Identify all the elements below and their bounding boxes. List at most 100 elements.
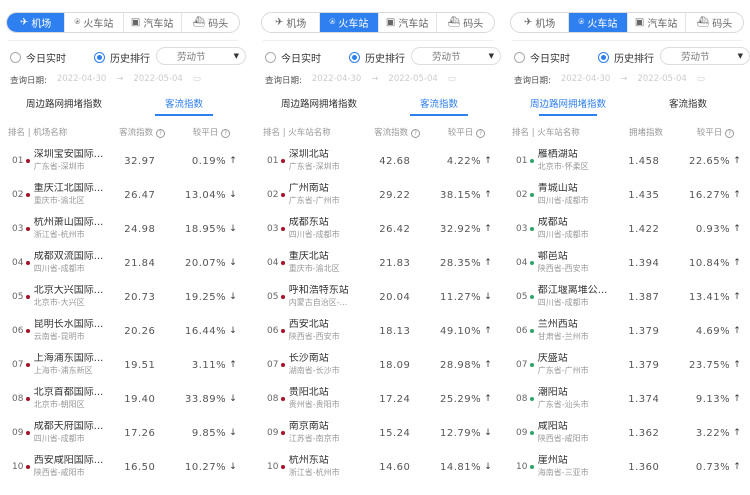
tab-train[interactable]: ⍟ 火车站 — [65, 13, 124, 32]
radio-history[interactable] — [94, 52, 105, 63]
rank: 08 — [267, 394, 279, 404]
table-row[interactable]: 02 青城山站 四川省-成都市 1.435 16.27% ↑ — [508, 178, 744, 212]
radio-history-label: 历史排行 — [614, 54, 654, 65]
table-row[interactable]: 04 重庆北站 重庆市-渝北区 21.83 28.35% ↑ — [259, 246, 495, 280]
station-name: 呼和浩特东站 — [288, 285, 349, 296]
table-row[interactable]: 07 长沙南站 湖南省-长沙市 18.09 28.98% ↑ — [259, 348, 495, 382]
table-row[interactable]: 07 上海浦东国际... 上海市-浦东新区 19.51 3.11% ↑ — [4, 348, 240, 382]
change-percent: 22.65% — [689, 155, 731, 167]
holiday-select[interactable]: 劳动节 ▼ — [156, 47, 246, 65]
index-value: 15.24 — [379, 427, 411, 439]
tab-bus[interactable]: ▣ 汽车站 — [628, 13, 686, 32]
rank: 01 — [12, 156, 24, 166]
help-icon: ? — [476, 129, 485, 138]
index-value: 26.42 — [379, 223, 411, 235]
radio-today[interactable] — [514, 52, 525, 63]
arrow-up-icon: ↑ — [484, 156, 492, 166]
tab-label: 机场 — [31, 19, 52, 30]
table-row[interactable]: 10 杭州东站 浙江省-杭州市 14.60 14.81% ↓ — [259, 450, 495, 484]
change-percent: 28.98% — [440, 359, 482, 371]
table-row[interactable]: 01 深圳北站 广东省-深圳市 42.68 4.22% ↑ — [259, 144, 495, 178]
holiday-select[interactable]: 劳动节 ▼ — [411, 47, 501, 65]
date-range[interactable]: 查询日期: 2022-04-30 → 2022-05-04 ▭ — [265, 74, 495, 86]
table-row[interactable]: 08 贵阳北站 贵州省-贵阳市 17.24 25.29% ↑ — [259, 382, 495, 416]
table-row[interactable]: 06 昆明长水国际... 云南省-昆明市 20.26 16.44% ↓ — [4, 314, 240, 348]
table-row[interactable]: 09 南京南站 江苏省-南京市 15.24 12.79% ↓ — [259, 416, 495, 450]
tab-ship[interactable]: ⛴ 码头 — [686, 13, 743, 32]
table-row[interactable]: 07 庆盛站 广东省-广州市 1.379 23.75% ↑ — [508, 348, 744, 382]
dot-icon — [529, 397, 534, 401]
station-name: 南京南站 — [288, 421, 329, 432]
subtab-flow[interactable]: 客流指数 — [668, 99, 707, 110]
radio-history[interactable] — [349, 52, 360, 63]
subtab-congestion[interactable]: 周边路网拥堵指数 — [508, 96, 628, 116]
tab-plane[interactable]: ✈ 机场 — [262, 13, 321, 32]
rank: 04 — [12, 258, 24, 268]
table-row[interactable]: 01 雁栖湖站 北京市-怀柔区 1.458 22.65% ↑ — [508, 144, 744, 178]
subtab-flow[interactable]: 客流指数 — [124, 96, 244, 116]
change-percent: 12.79% — [440, 427, 482, 439]
calendar-icon: ▭ — [447, 74, 456, 84]
table-row[interactable]: 02 重庆江北国际... 重庆市-渝北区 26.47 13.04% ↓ — [4, 178, 240, 212]
date-arrow: → — [116, 74, 124, 84]
table-row[interactable]: 10 西安咸阳国际... 陕西省-咸阳市 16.50 10.27% ↓ — [4, 450, 240, 484]
table-row[interactable]: 10 崖州站 海南省-三亚市 1.360 0.73% ↑ — [508, 450, 744, 484]
table-row[interactable]: 01 深圳宝安国际... 广东省-深圳市 32.97 0.19% ↑ — [4, 144, 240, 178]
date-range[interactable]: 查询日期: 2022-04-30 → 2022-05-04 ▭ — [514, 74, 744, 86]
tab-ship[interactable]: ⛴ 码头 — [437, 13, 494, 32]
tab-bus[interactable]: ▣ 汽车站 — [124, 13, 182, 32]
dot-icon — [25, 465, 30, 469]
divider — [8, 40, 238, 41]
tab-plane[interactable]: ✈ 机场 — [511, 13, 570, 32]
tab-train[interactable]: ⍟ 火车站 — [569, 13, 628, 32]
radio-history[interactable] — [598, 52, 609, 63]
table-row[interactable]: 02 广州南站 广东省-广州市 29.22 38.15% ↑ — [259, 178, 495, 212]
radio-today[interactable] — [265, 52, 276, 63]
table-row[interactable]: 04 成都双流国际... 四川省-成都市 21.84 20.07% ↓ — [4, 246, 240, 280]
tab-ship[interactable]: ⛴ 码头 — [182, 13, 239, 32]
radio-today[interactable] — [10, 52, 21, 63]
table-row[interactable]: 03 成都东站 四川省-成都市 26.42 32.92% ↑ — [259, 212, 495, 246]
date-label: 查询日期: — [265, 76, 302, 86]
arrow-up-icon: ↑ — [733, 394, 741, 404]
holiday-value: 劳动节 — [681, 52, 710, 63]
station-name: 咸阳站 — [537, 421, 568, 432]
table-row[interactable]: 09 成都天府国际... 四川省-成都市 17.26 9.85% ↓ — [4, 416, 240, 450]
table-row[interactable]: 06 兰州西站 甘肃省-兰州市 1.379 4.69% ↑ — [508, 314, 744, 348]
table-row[interactable]: 05 都江堰离堆公... 四川省-成都市 1.387 13.41% ↑ — [508, 280, 744, 314]
station-location: 陕西省-西安市 — [288, 332, 340, 341]
date-arrow: → — [620, 74, 628, 84]
tab-train[interactable]: ⍟ 火车站 — [320, 13, 379, 32]
table-row[interactable]: 03 杭州萧山国际... 浙江省-杭州市 24.98 18.95% ↓ — [4, 212, 240, 246]
radio-today-label: 今日实时 — [26, 54, 66, 65]
table-row[interactable]: 04 鄠邑站 陕西省-西安市 1.394 10.84% ↑ — [508, 246, 744, 280]
rank: 01 — [516, 156, 528, 166]
subtab-congestion[interactable]: 周边路网拥堵指数 — [25, 99, 102, 110]
change-percent: 49.10% — [440, 325, 482, 337]
radio-history-label: 历史排行 — [110, 54, 150, 65]
tab-plane[interactable]: ✈ 机场 — [7, 13, 66, 32]
table-row[interactable]: 03 成都站 四川省-成都市 1.422 0.93% ↑ — [508, 212, 744, 246]
index-value: 18.13 — [379, 325, 411, 337]
holiday-select[interactable]: 劳动节 ▼ — [660, 47, 750, 65]
tab-bus[interactable]: ▣ 汽车站 — [379, 13, 437, 32]
subtab-congestion[interactable]: 周边路网拥堵指数 — [280, 99, 357, 110]
dot-icon — [529, 431, 534, 435]
ship-icon: ⛴ — [696, 17, 710, 28]
index-value: 29.22 — [379, 189, 411, 201]
table-row[interactable]: 05 北京大兴国际... 北京市-大兴区 20.73 19.25% ↓ — [4, 280, 240, 314]
subtab-flow[interactable]: 客流指数 — [379, 96, 499, 116]
arrow-down-icon: ↓ — [229, 258, 237, 268]
ranking-table: 01 深圳北站 广东省-深圳市 42.68 4.22% ↑ 02 广州南站 广东省-广州市 29.… — [259, 144, 495, 484]
arrow-up-icon: ↑ — [484, 258, 492, 268]
station-location: 北京市-朝阳区 — [33, 400, 85, 409]
date-range[interactable]: 查询日期: 2022-04-30 → 2022-05-04 ▭ — [10, 74, 240, 86]
arrow-up-icon: ↑ — [733, 326, 741, 336]
table-row[interactable]: 05 呼和浩特东站 内蒙古自治区-... 20.04 11.27% ↓ — [259, 280, 495, 314]
index-value: 16.50 — [124, 461, 156, 473]
index-value: 24.98 — [124, 223, 156, 235]
table-row[interactable]: 09 咸阳站 陕西省-咸阳市 1.362 3.22% ↑ — [508, 416, 744, 450]
table-row[interactable]: 06 西安北站 陕西省-西安市 18.13 49.10% ↑ — [259, 314, 495, 348]
table-row[interactable]: 08 北京首都国际... 北京市-朝阳区 19.40 33.89% ↓ — [4, 382, 240, 416]
table-row[interactable]: 08 潮阳站 广东省-汕头市 1.374 9.13% ↑ — [508, 382, 744, 416]
